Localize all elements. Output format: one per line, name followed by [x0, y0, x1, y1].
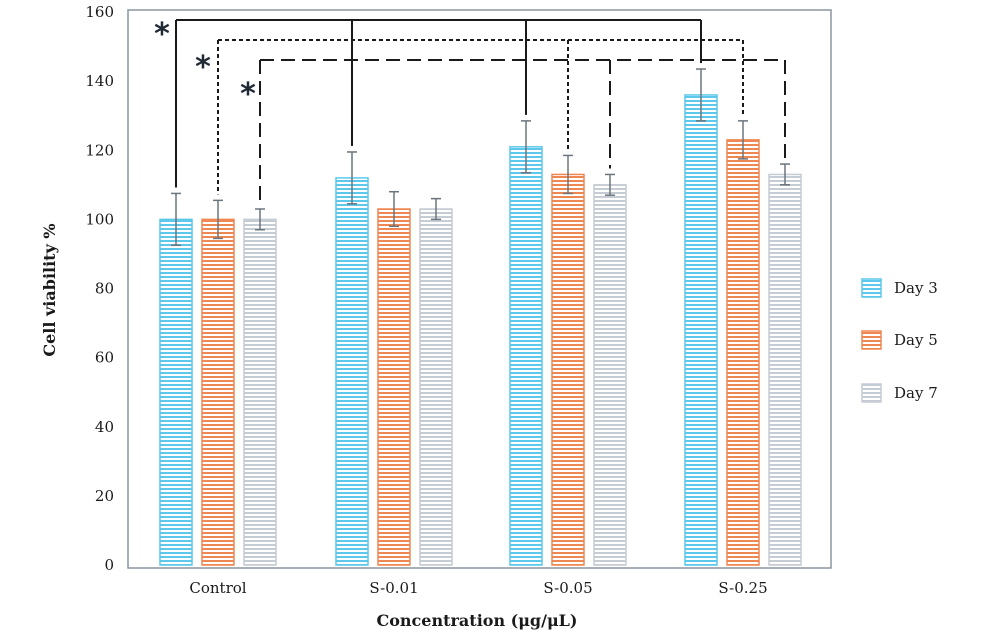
y-tick-label: 60	[95, 349, 114, 367]
legend-label: Day 5	[894, 331, 938, 349]
significance-star: *	[195, 50, 211, 85]
y-axis-ticks: 0 20 40 60 80 100 120 140 160	[85, 3, 114, 574]
bar-day-5	[377, 208, 411, 566]
significance-star: *	[240, 77, 256, 112]
legend: Day 3 Day 5 Day 7	[861, 278, 938, 403]
y-axis-title: Cell viability %	[40, 223, 59, 356]
bar-day-3	[335, 177, 369, 566]
y-tick-label: 40	[95, 418, 114, 436]
bar-day-5	[551, 173, 585, 566]
bar-day-3	[684, 94, 718, 566]
x-tick-label: S-0.01	[369, 579, 418, 597]
bar-day-7	[243, 218, 277, 566]
x-tick-label: Control	[189, 579, 246, 597]
y-tick-label: 0	[104, 556, 114, 574]
y-tick-label: 160	[85, 3, 114, 21]
legend-swatch	[861, 383, 882, 403]
y-tick-label: 80	[95, 280, 114, 298]
x-axis-title: Concentration (μg/μL)	[377, 611, 578, 630]
x-axis-labels: Control S-0.01 S-0.05 S-0.25	[189, 579, 767, 597]
x-tick-label: S-0.25	[718, 579, 767, 597]
significance-brackets: * * *	[154, 17, 786, 204]
bar-day-5	[726, 139, 760, 566]
error-bars-group	[171, 68, 790, 247]
bar-day-7	[593, 184, 627, 566]
y-tick-label: 120	[85, 141, 114, 159]
legend-swatch	[861, 278, 882, 298]
bar-day-3	[509, 146, 543, 566]
legend-label: Day 3	[894, 279, 938, 297]
legend-swatch	[861, 330, 882, 350]
y-tick-label: 20	[95, 487, 114, 505]
bar-day-3	[159, 218, 193, 566]
significance-star: *	[154, 17, 170, 52]
x-tick-label: S-0.05	[543, 579, 592, 597]
bar-day-5	[201, 218, 235, 566]
bar-day-7	[419, 208, 453, 566]
y-tick-label: 140	[85, 72, 114, 90]
legend-label: Day 7	[894, 384, 938, 402]
bar-day-7	[768, 173, 802, 566]
y-tick-label: 100	[85, 210, 114, 228]
